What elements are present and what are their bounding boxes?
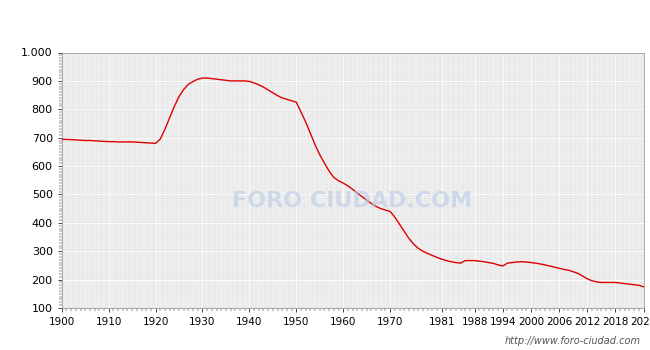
Text: http://www.foro-ciudad.com: http://www.foro-ciudad.com	[504, 336, 640, 346]
Text: Trefacio (Municipio) - Evolucion del numero de Habitantes: Trefacio (Municipio) - Evolucion del num…	[113, 18, 537, 33]
Text: FORO CIUDAD.COM: FORO CIUDAD.COM	[233, 191, 473, 211]
